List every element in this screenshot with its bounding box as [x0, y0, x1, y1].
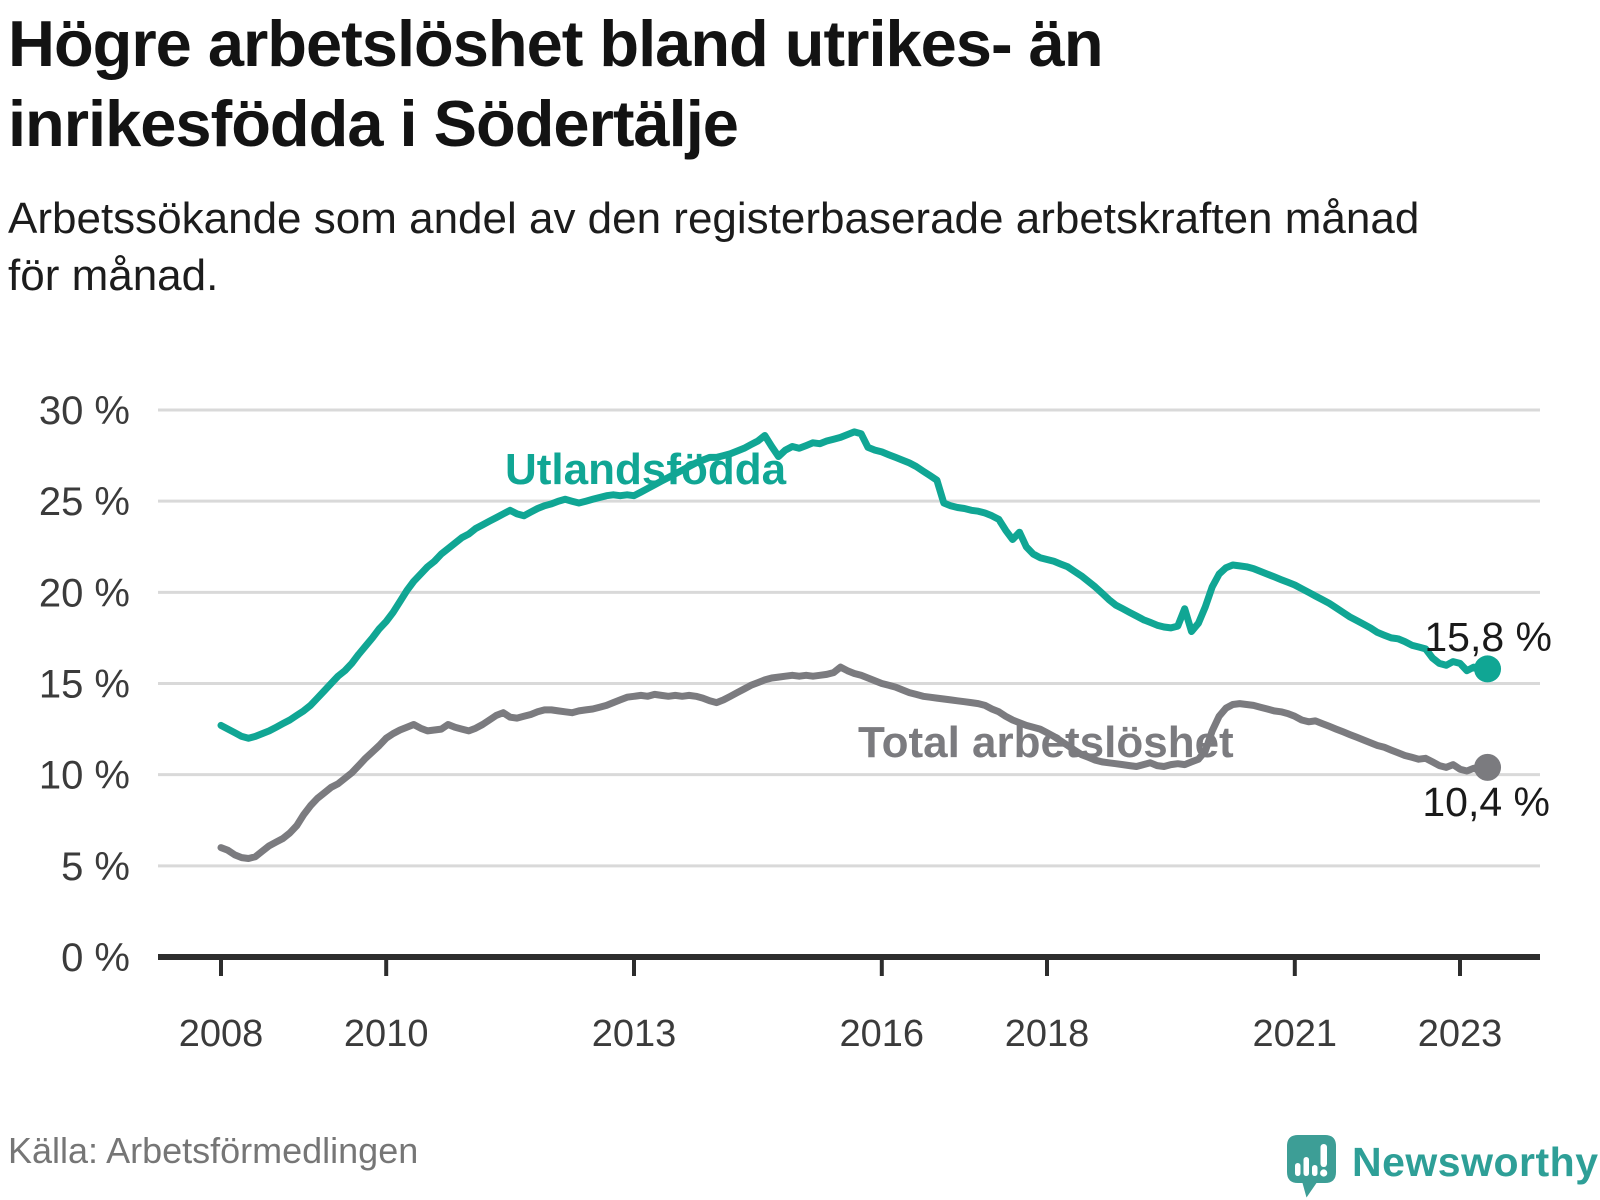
y-label-15: 15 %	[39, 663, 130, 707]
source-note: Källa: Arbetsförmedlingen	[8, 1130, 419, 1171]
series-end-dot-total	[1474, 753, 1502, 781]
series-end-dot-utlandsfodda	[1474, 655, 1502, 683]
chart-subtitle: Arbetssökande som andel av den registerb…	[8, 194, 1420, 300]
x-tick-2021: 2021	[1253, 1013, 1338, 1055]
x-tick-2013: 2013	[592, 1013, 677, 1055]
x-tick-2023: 2023	[1418, 1013, 1503, 1055]
x-tick-2016: 2016	[840, 1013, 925, 1055]
newsworthy-logo: Newsworthy	[1286, 1134, 1599, 1199]
newsworthy-logo-text: Newsworthy	[1352, 1139, 1599, 1185]
y-label-25: 25 %	[39, 480, 130, 524]
series-end-value-utlandsfodda: 15,8 %	[1424, 614, 1552, 660]
chart-title: Högre arbetslöshet bland utrikes- än inr…	[8, 7, 1104, 160]
x-tick-2018: 2018	[1005, 1013, 1090, 1055]
x-tick-2008: 2008	[179, 1013, 264, 1055]
series-end-value-total: 10,4 %	[1422, 779, 1550, 825]
series-label-utlandsfodda: Utlandsfödda	[505, 445, 787, 494]
series-label-total: Total arbetslöshet	[858, 718, 1234, 767]
series-line-utlandsfodda	[217, 428, 1491, 742]
x-tick-2010: 2010	[344, 1013, 429, 1055]
y-label-20: 20 %	[39, 571, 130, 615]
y-label-10: 10 %	[39, 754, 130, 798]
y-label-0: 0 %	[61, 936, 130, 980]
y-label-5: 5 %	[61, 845, 130, 889]
series-line-total	[217, 663, 1491, 862]
newsworthy-pin-icon	[1287, 1135, 1336, 1198]
y-label-30: 30 %	[39, 389, 130, 433]
